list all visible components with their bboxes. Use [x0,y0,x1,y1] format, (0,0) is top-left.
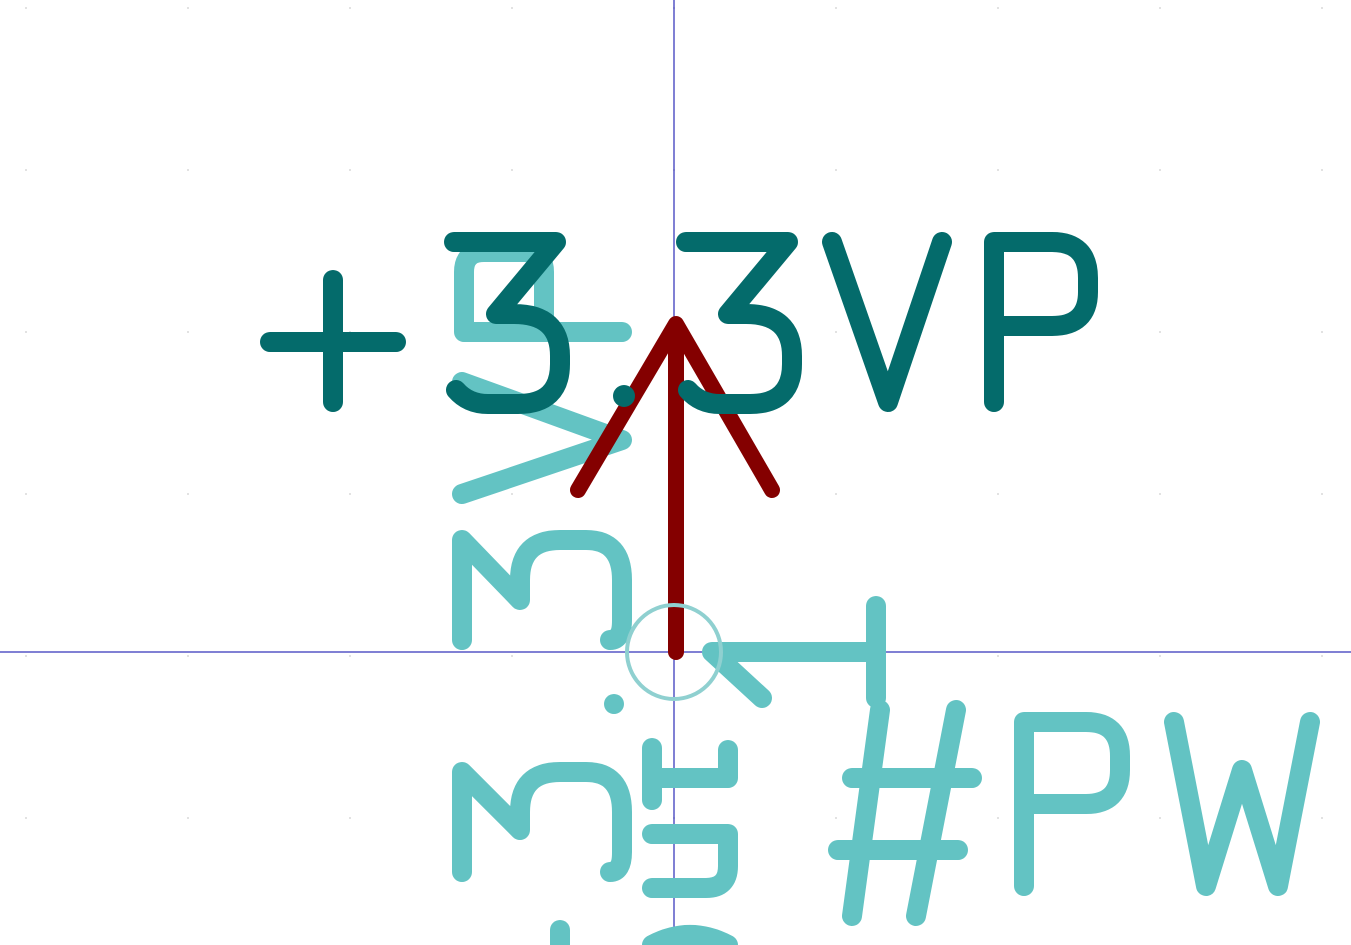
ref-glyph-hash [828,700,982,926]
value-glyph-p [984,232,1098,412]
grid-dot [1159,817,1161,819]
pin-name-glyph-3b [452,762,632,882]
grid-dot [1159,493,1161,495]
pin-name-glyph-3 [452,530,632,650]
pin-type-glyph-2 [642,824,738,898]
pin-number-glyph [702,596,886,708]
pin-type-label [642,738,738,945]
value-glyph-3b [676,232,802,414]
pin-anchor-circle-icon[interactable] [625,603,723,701]
grid-dot [511,655,513,657]
grid-dot [1159,331,1161,333]
grid-dot [835,7,837,9]
grid-dot [187,169,189,171]
grid-dot [1321,817,1323,819]
grid-dot [1159,169,1161,171]
grid-dot [187,7,189,9]
grid-dot [25,493,27,495]
grid-dot [187,331,189,333]
grid-dot [835,331,837,333]
grid-dot [835,493,837,495]
grid-dot [511,7,513,9]
grid-dot [25,169,27,171]
value-glyph-v [822,232,952,412]
pin-name-label[interactable]: +3.3VP [452,242,632,945]
grid-dot [349,655,351,657]
value-text: +3.3VP [260,399,264,401]
grid-dot [25,331,27,333]
grid-dot [997,7,999,9]
grid-dot [1321,7,1323,9]
grid-dot [511,169,513,171]
grid-dot [835,817,837,819]
value-glyph-dot [613,385,635,407]
grid-dot [349,169,351,171]
ref-glyph-p [1014,712,1130,896]
grid-dot [1159,7,1161,9]
pin-number-label[interactable]: 1 [702,596,886,708]
grid-dot [997,493,999,495]
grid-dot [1321,169,1323,171]
value-label[interactable]: +3.3VP [260,232,1098,414]
pin-type-glyph-1 [642,738,738,810]
grid-dot [187,493,189,495]
grid-dot [1321,655,1323,657]
grid-dot [349,493,351,495]
value-glyph-3a [444,232,570,414]
grid-dot [1321,331,1323,333]
pin-name-glyph-dot [604,694,624,714]
grid-dot [1321,493,1323,495]
value-glyph-plus [260,270,406,412]
grid-dot [835,169,837,171]
grid-dot [25,655,27,657]
grid-dot [511,493,513,495]
reference-label[interactable]: #PWR [828,700,1320,926]
reference-text: #PWR [840,879,843,881]
grid-dot [349,7,351,9]
ref-glyph-w [1164,712,1320,896]
grid-dot [997,655,999,657]
grid-dot [1159,655,1161,657]
grid-dot [349,817,351,819]
grid-dot [997,817,999,819]
grid-dot [997,169,999,171]
grid-dot [25,817,27,819]
grid-dot [187,655,189,657]
grid-dot [187,817,189,819]
power-arrow-icon[interactable] [570,316,780,660]
grid-dot [25,7,27,9]
pin-type-glyph-3 [642,925,738,945]
